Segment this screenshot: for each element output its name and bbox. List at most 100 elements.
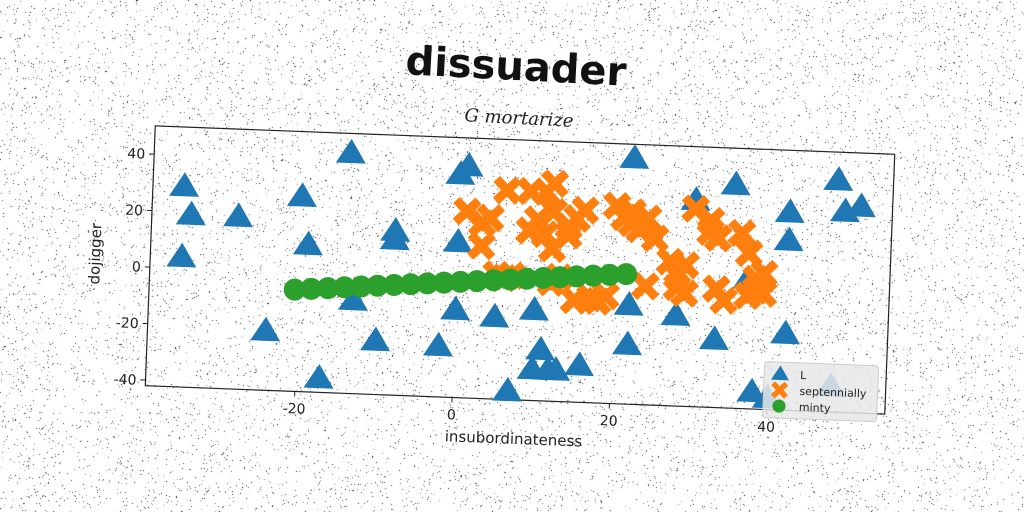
data-point <box>250 316 281 342</box>
data-point <box>532 266 555 289</box>
data-point <box>449 270 472 293</box>
data-point <box>350 275 373 298</box>
data-point <box>671 250 701 280</box>
y-tick-label: 20 <box>125 203 143 220</box>
data-point <box>300 277 323 300</box>
series-minty <box>283 263 638 301</box>
data-point <box>540 356 571 381</box>
x-marker-stroke <box>709 286 739 315</box>
y-tick-label: 0 <box>132 259 142 275</box>
data-point <box>598 263 621 286</box>
data-point <box>770 319 801 345</box>
data-point <box>845 192 876 218</box>
legend-marker <box>770 365 789 381</box>
data-point <box>563 351 594 377</box>
data-point <box>518 295 549 321</box>
data-point <box>525 335 556 361</box>
data-point <box>565 265 588 288</box>
data-point <box>633 203 663 233</box>
data-point <box>286 182 317 208</box>
data-point <box>166 242 197 268</box>
legend-label: minty <box>799 401 832 415</box>
y-tick-label: 40 <box>127 146 145 163</box>
legend-label: L <box>800 369 807 382</box>
data-point <box>335 138 366 164</box>
data-point <box>223 202 254 228</box>
data-point <box>582 264 605 287</box>
data-point <box>619 144 650 169</box>
data-point <box>379 225 410 251</box>
data-point <box>467 231 497 261</box>
data-point <box>333 276 356 299</box>
data-point <box>630 271 660 301</box>
x-marker-stroke <box>770 381 789 399</box>
chart-subtitle: G mortarize <box>464 105 574 132</box>
data-point <box>416 272 439 295</box>
data-point <box>612 330 643 356</box>
data-point <box>283 278 306 301</box>
data-point <box>303 363 334 389</box>
data-point <box>338 286 369 311</box>
x-marker-stroke <box>681 195 711 223</box>
y-axis: -40 -20 0 20 40 <box>113 146 155 389</box>
x-marker-stroke <box>671 251 701 279</box>
data-point <box>479 302 510 328</box>
x-marker-stroke <box>476 204 505 232</box>
data-point <box>316 277 339 300</box>
data-point <box>442 227 473 253</box>
x-marker-stroke <box>749 259 779 288</box>
data-point <box>422 331 453 357</box>
data-point <box>492 175 522 205</box>
data-point <box>432 271 455 294</box>
data-point <box>476 203 505 233</box>
x-marker-stroke <box>696 206 726 235</box>
x-axis-label: insubordinateness <box>444 427 582 450</box>
x-tick-label: 40 <box>757 419 775 436</box>
data-point <box>499 268 522 291</box>
data-point <box>727 218 757 248</box>
x-marker-stroke <box>727 219 757 248</box>
data-point <box>570 195 600 225</box>
data-point <box>492 376 523 402</box>
data-point <box>640 223 670 253</box>
x-marker-stroke <box>452 197 482 226</box>
data-point <box>516 355 547 380</box>
x-marker-stroke <box>539 198 569 226</box>
x-marker-stroke <box>570 196 600 225</box>
data-point <box>709 285 739 315</box>
data-point <box>482 269 505 292</box>
data-point <box>613 291 644 316</box>
data-point <box>660 301 691 327</box>
x-tick-label: -20 <box>282 401 305 418</box>
y-axis-label: dojigger <box>85 222 105 285</box>
data-point <box>366 274 389 297</box>
y-tick-label: -40 <box>113 372 136 389</box>
data-point <box>360 326 391 352</box>
data-point <box>383 273 406 296</box>
data-point <box>670 278 700 308</box>
legend-label: septennially <box>799 385 867 401</box>
data-point <box>696 206 726 236</box>
data-point <box>399 273 422 296</box>
x-marker-stroke <box>670 279 700 308</box>
data-point <box>720 170 751 196</box>
data-point <box>749 259 779 289</box>
x-tick-label: 20 <box>600 413 618 430</box>
chart-title: dissuader <box>404 38 627 96</box>
data-point <box>466 270 489 293</box>
data-point <box>440 295 471 321</box>
series-septennially <box>452 169 779 316</box>
x-marker-stroke <box>540 169 570 198</box>
legend-marker <box>770 381 789 399</box>
data-point <box>698 325 729 351</box>
x-marker-stroke <box>492 176 522 205</box>
x-marker-stroke <box>530 220 560 249</box>
x-marker-stroke <box>734 239 764 268</box>
x-marker-stroke <box>591 282 621 310</box>
x-marker-stroke <box>630 272 660 301</box>
data-point <box>703 223 733 253</box>
x-axis: -20 0 20 40 <box>282 391 775 436</box>
